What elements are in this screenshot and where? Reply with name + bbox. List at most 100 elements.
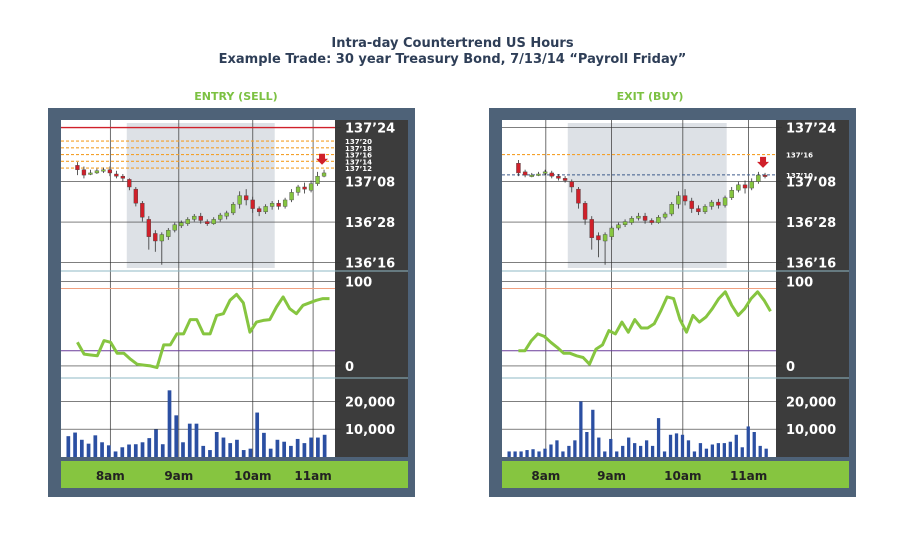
- candle-body: [81, 169, 87, 176]
- volume-bar: [513, 451, 517, 457]
- candle-body: [616, 224, 621, 229]
- volume-bar: [674, 433, 679, 457]
- candle-body: [269, 202, 275, 207]
- volume-bar: [692, 451, 697, 457]
- x-tick-label: 9am: [597, 469, 626, 483]
- price-axis: [776, 120, 849, 457]
- candle-body: [140, 202, 145, 218]
- x-tick-label: 9am: [164, 469, 193, 483]
- candle-body: [529, 174, 534, 177]
- volume-tick-label: 10,000: [786, 423, 836, 438]
- panel-title-exit: EXIT (BUY): [616, 90, 684, 103]
- x-tick-label: 11am: [730, 469, 767, 483]
- volume-bar: [656, 418, 661, 457]
- candle-body: [224, 212, 229, 217]
- volume-bar: [525, 450, 529, 457]
- volume-bar: [289, 445, 293, 457]
- candle-body: [101, 169, 106, 172]
- session-shade: [567, 123, 727, 268]
- volume-tick-label: 20,000: [345, 395, 395, 410]
- volume-bar: [113, 451, 118, 457]
- price-tick-label: 136’28: [345, 216, 395, 231]
- candle-body: [676, 195, 681, 205]
- volume-bar: [302, 443, 307, 457]
- volume-bar: [519, 451, 523, 457]
- candle-body: [582, 202, 588, 220]
- volume-bar: [174, 415, 179, 457]
- candle-body: [649, 220, 654, 223]
- candle-body: [295, 186, 301, 193]
- price-tick-label: 137’18: [345, 145, 372, 153]
- volume-bar: [93, 435, 98, 457]
- price-tick-label: 136’16: [786, 257, 836, 272]
- volume-bar: [66, 436, 71, 457]
- candle-body: [682, 195, 688, 202]
- price-tick-label: 137’24: [786, 122, 836, 137]
- volume-bar: [316, 437, 320, 457]
- volume-bar: [228, 443, 233, 457]
- candle-body: [589, 219, 594, 238]
- price-tick-label: 137’16: [345, 152, 372, 160]
- price-tick-label: 136’28: [786, 216, 836, 231]
- volume-bar: [722, 443, 726, 457]
- volume-bar: [140, 442, 145, 457]
- oscillator-tick-label: 0: [786, 360, 795, 375]
- x-tick-label: 11am: [294, 469, 331, 483]
- candle-body: [237, 195, 242, 205]
- candle-body: [114, 173, 119, 177]
- candle-body: [656, 217, 661, 223]
- volume-bar: [194, 423, 199, 457]
- volume-bar: [282, 441, 287, 457]
- volume-bar: [621, 445, 625, 457]
- candle-body: [107, 169, 113, 174]
- volume-bar: [561, 451, 565, 457]
- signal-arrow-icon: [316, 153, 329, 165]
- oscillator-line: [518, 290, 772, 366]
- candle-body: [166, 229, 171, 237]
- volume-bar: [710, 444, 715, 457]
- volume-bar: [633, 443, 637, 457]
- candle-body: [120, 175, 126, 179]
- candle-body: [742, 184, 748, 189]
- volume-bar: [531, 449, 535, 457]
- candle-body: [689, 200, 694, 209]
- candle-body: [569, 181, 574, 188]
- candle-body: [244, 195, 249, 201]
- volume-bar: [698, 443, 703, 457]
- candle-body: [516, 163, 521, 174]
- candle-body: [549, 172, 554, 177]
- candle-body: [289, 192, 294, 201]
- oscillator-tick-label: 0: [345, 360, 354, 375]
- volume-bar: [79, 439, 84, 457]
- candle-body: [716, 201, 721, 206]
- volume-bar: [567, 445, 571, 457]
- volume-bar: [154, 429, 158, 457]
- candle-body: [159, 234, 164, 242]
- candle-body: [198, 215, 203, 221]
- volume-bar: [201, 445, 206, 457]
- session-shade: [126, 123, 275, 268]
- volume-bar: [275, 439, 280, 457]
- volume-bar: [543, 448, 547, 457]
- oscillator-tick-label: 100: [345, 276, 372, 291]
- volume-bar: [668, 434, 673, 457]
- candle-body: [722, 197, 728, 206]
- candle-body: [636, 215, 641, 219]
- volume-bar: [268, 448, 273, 457]
- candle-body: [127, 179, 132, 188]
- candle-body: [736, 184, 741, 191]
- candle-body: [556, 175, 561, 179]
- candle-body: [133, 188, 138, 204]
- price-tick-label: 137’08: [786, 176, 836, 191]
- price-tick-label: 137’24: [345, 122, 395, 137]
- volume-bar: [167, 390, 172, 457]
- volume-bar: [208, 450, 212, 457]
- candle-body: [642, 215, 648, 221]
- candle-body: [702, 206, 708, 213]
- volume-bar: [86, 443, 91, 457]
- price-tick-label: 136’16: [345, 257, 395, 272]
- volume-bar: [609, 438, 613, 457]
- volume-bar: [627, 437, 631, 457]
- volume-bar: [248, 448, 253, 457]
